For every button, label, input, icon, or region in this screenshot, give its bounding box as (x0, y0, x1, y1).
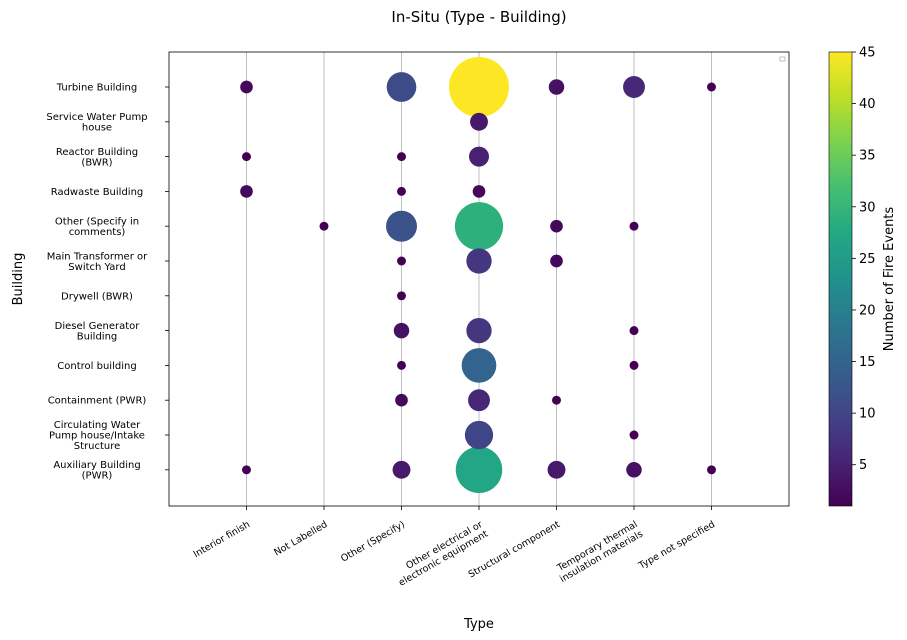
y-tick-label: Auxiliary Building (PWR) (53, 460, 140, 482)
colorbar-ticks: 5 10 15 20 25 30 35 40 45 (852, 46, 876, 473)
x-axis-label: Type (463, 617, 494, 632)
scatter-points (240, 57, 716, 494)
scatter-point (455, 446, 503, 494)
y-tick-label: Radwaste Building (51, 187, 144, 198)
x-tick-label: Not Labelled (272, 519, 329, 558)
scatter-point (397, 291, 406, 301)
scatter-point (629, 326, 639, 336)
colorbar-label: Number of Fire Events (882, 207, 897, 352)
scatter-point (386, 72, 417, 102)
y-tick-label: Main Transformer or Switch Yard (47, 251, 148, 273)
y-tick-label: Containment (PWR) (48, 396, 147, 407)
scatter-point (626, 462, 642, 478)
scatter-point (319, 221, 329, 231)
scatter-point (449, 57, 509, 117)
scatter-point (454, 202, 504, 251)
scatter-point (623, 76, 645, 98)
scatter-point (629, 221, 639, 231)
scatter-point (397, 186, 406, 196)
scatter-point (240, 80, 253, 94)
scatter-point (469, 146, 489, 167)
scatter-point (707, 465, 716, 475)
scatter-point (707, 82, 716, 92)
x-axis-ticks: Interior finish Not Labelled Other (Specif… (192, 506, 717, 589)
scatter-point (547, 460, 566, 479)
scatter-point (397, 360, 406, 370)
scatter-point (629, 430, 639, 440)
y-tick-label: Diesel Generator Building (55, 321, 141, 343)
x-tick-label: Temporary thermalinsulation materials (553, 519, 645, 585)
scatter-point (629, 360, 639, 370)
scatter-point (397, 256, 406, 266)
scatter-point (466, 248, 492, 274)
y-tick-label: Circulating Water Pump house/Intake Struct… (49, 420, 145, 452)
colorbar-tick-label: 40 (859, 97, 876, 112)
colorbar (828, 51, 853, 507)
scatter-point (464, 420, 494, 450)
legend-box (779, 56, 786, 62)
y-tick-label: Other (Specify in comments) (55, 216, 139, 238)
y-tick-label: Control building (57, 361, 136, 372)
scatter-point (470, 112, 488, 131)
scatter-point (395, 393, 408, 407)
colorbar-tick-label: 5 (859, 458, 867, 473)
chart-title: In-Situ (Type - Building) (391, 8, 566, 26)
scatter-point (552, 395, 561, 405)
scatter-point (242, 152, 251, 162)
colorbar-tick-label: 20 (859, 303, 876, 318)
y-axis-ticks: Turbine Building Service Water Pump house R… (46, 83, 169, 482)
x-tick-label: Type not specified (636, 519, 717, 572)
scatter-point (392, 460, 411, 479)
x-tick-label: Other (Specify) (339, 519, 407, 565)
scatter-point (397, 152, 406, 162)
scatter-point (393, 322, 410, 339)
scatter-point (240, 185, 253, 198)
colorbar-tick-label: 30 (859, 200, 876, 215)
y-axis-label: Building (11, 253, 26, 306)
y-tick-label: Service Water Pump house (46, 112, 147, 134)
scatter-point (461, 348, 497, 383)
x-tick-label: Interior finish (192, 519, 252, 560)
y-tick-label: Drywell (BWR) (61, 291, 133, 302)
scatter-point (386, 210, 417, 242)
y-tick-label: Reactor Building (BWR) (56, 147, 138, 169)
colorbar-tick-label: 45 (859, 46, 876, 61)
scatter-point (466, 317, 492, 344)
y-tick-label: Turbine Building (56, 83, 137, 94)
scatter-point (472, 185, 486, 198)
colorbar-tick-label: 15 (859, 355, 876, 370)
scatter-point (550, 254, 563, 268)
scatter-point (468, 389, 490, 412)
scatter-point (548, 79, 565, 95)
colorbar-tick-label: 10 (859, 407, 876, 422)
colorbar-tick-label: 25 (859, 252, 876, 267)
scatter-point (242, 465, 251, 475)
colorbar-tick-label: 35 (859, 149, 876, 164)
scatter-point (550, 219, 563, 233)
